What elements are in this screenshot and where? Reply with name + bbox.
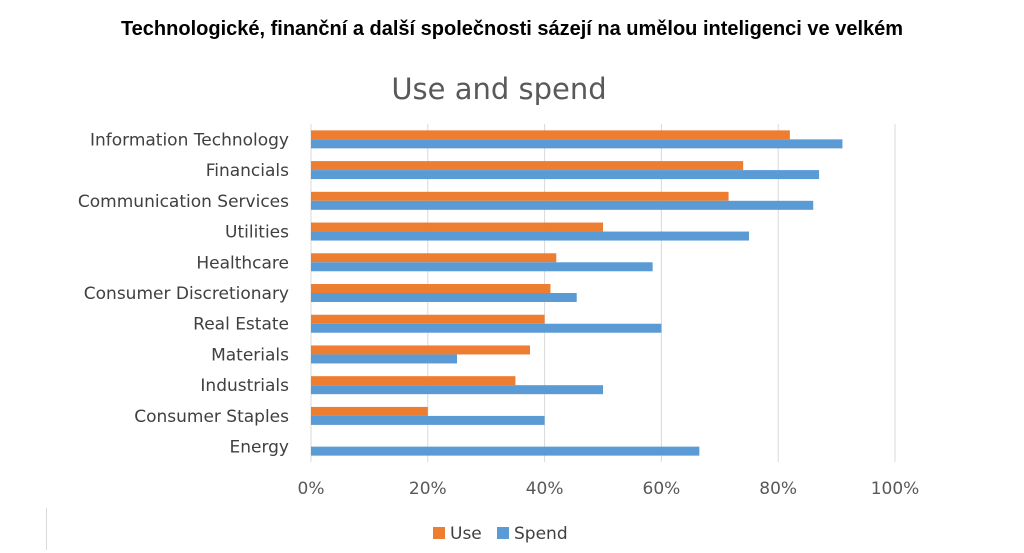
legend-swatch-use	[433, 527, 445, 539]
bar-spend	[311, 446, 700, 456]
bar-use	[311, 222, 603, 232]
category-label: Real Estate	[193, 315, 289, 335]
bar-spend	[311, 415, 545, 425]
category-label: Materials	[211, 345, 289, 365]
chart-title: Use and spend	[391, 72, 606, 106]
bar-spend	[311, 170, 820, 180]
legend: Use Spend	[433, 524, 568, 544]
bar-use	[311, 376, 516, 386]
category-label: Consumer Discretionary	[84, 284, 289, 304]
bar-use	[311, 130, 790, 140]
legend-swatch-spend	[497, 527, 509, 539]
category-label: Energy	[229, 438, 289, 458]
bar-spend	[311, 231, 749, 241]
bar-spend	[311, 139, 843, 149]
category-label: Information Technology	[90, 130, 289, 150]
category-label: Industrials	[200, 376, 289, 396]
bars	[311, 130, 843, 456]
x-tick-label: 40%	[526, 479, 564, 499]
bar-use	[311, 253, 557, 263]
x-tick-label: 100%	[871, 479, 920, 499]
category-label: Utilities	[225, 223, 289, 243]
category-labels: Information Technology Financials Communic…	[78, 130, 289, 457]
x-tick-label: 80%	[759, 479, 797, 499]
bar-spend	[311, 323, 662, 333]
x-axis-tick-labels: 0% 20% 40% 60% 80% 100%	[298, 479, 920, 499]
bar-use	[311, 406, 428, 416]
bar-use	[311, 314, 545, 324]
category-label: Consumer Staples	[134, 407, 289, 427]
legend-label-use: Use	[450, 524, 482, 544]
bar-spend	[311, 262, 653, 272]
category-label: Healthcare	[196, 253, 289, 273]
headline: Technologické, finanční a další společno…	[120, 18, 904, 40]
bar-spend	[311, 385, 603, 395]
bar-use	[311, 345, 530, 355]
legend-label-spend: Spend	[514, 524, 568, 544]
x-tick-label: 60%	[643, 479, 681, 499]
x-tick-label: 20%	[409, 479, 447, 499]
bar-spend	[311, 354, 457, 364]
bar-use	[311, 191, 729, 201]
bar-spend	[311, 200, 814, 210]
category-label: Communication Services	[78, 192, 289, 212]
category-label: Financials	[206, 161, 289, 181]
bar-use	[311, 284, 551, 293]
x-tick-label: 0%	[298, 479, 325, 499]
divider-line	[46, 508, 47, 550]
bar-spend	[311, 293, 577, 302]
bar-use	[311, 161, 744, 171]
